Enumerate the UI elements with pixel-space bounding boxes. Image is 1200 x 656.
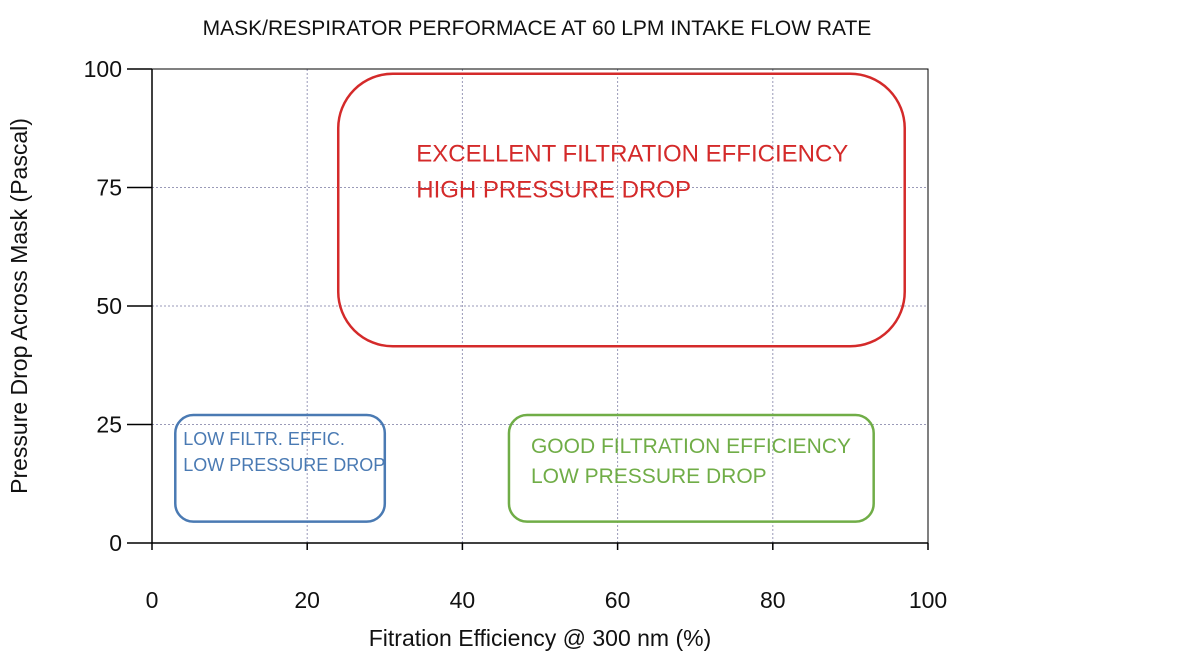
region-box bbox=[174, 413, 387, 523]
region-label-line: LOW FILTR. EFFIC. bbox=[183, 429, 345, 449]
x-tick-label: 60 bbox=[605, 587, 631, 613]
gridlines bbox=[152, 69, 928, 543]
y-axis-title: Pressure Drop Across Mask (Pascal) bbox=[6, 118, 32, 494]
y-tick-label: 25 bbox=[96, 412, 122, 438]
x-tick-label: 0 bbox=[146, 587, 159, 613]
region-label-line: HIGH PRESSURE DROP bbox=[416, 177, 691, 204]
y-tick-label: 75 bbox=[96, 175, 122, 201]
region-label-line: GOOD FILTRATION EFFICIENCY bbox=[531, 435, 851, 458]
region-box bbox=[507, 413, 875, 523]
y-tick-label: 0 bbox=[109, 530, 122, 556]
x-tick-label: 80 bbox=[760, 587, 786, 613]
y-tick-label: 100 bbox=[84, 56, 122, 82]
x-tick-label: 20 bbox=[294, 587, 320, 613]
region-0: LOW FILTR. EFFIC. LOW PRESSURE DROP bbox=[174, 413, 387, 523]
x-tick-label: 40 bbox=[450, 587, 476, 613]
region-label-line: LOW PRESSURE DROP bbox=[531, 465, 767, 488]
x-axis-title: Fitration Efficiency @ 300 nm (%) bbox=[369, 625, 711, 651]
axis-ticks: 0 20 40 60 80 100 0 25 50 75 100 bbox=[84, 56, 948, 613]
region-label-line: LOW PRESSURE DROP bbox=[183, 455, 385, 475]
y-tick-label: 50 bbox=[96, 293, 122, 319]
x-tick-label: 100 bbox=[909, 587, 947, 613]
region-box bbox=[336, 72, 906, 348]
region-2: EXCELLENT FILTRATION EFFICIENCY HIGH PRES… bbox=[336, 72, 906, 348]
region-label-line: EXCELLENT FILTRATION EFFICIENCY bbox=[416, 141, 848, 168]
chart-title: MASK/RESPIRATOR PERFORMACE AT 60 LPM INT… bbox=[203, 17, 872, 40]
region-1: GOOD FILTRATION EFFICIENCY LOW PRESSURE D… bbox=[507, 413, 875, 523]
